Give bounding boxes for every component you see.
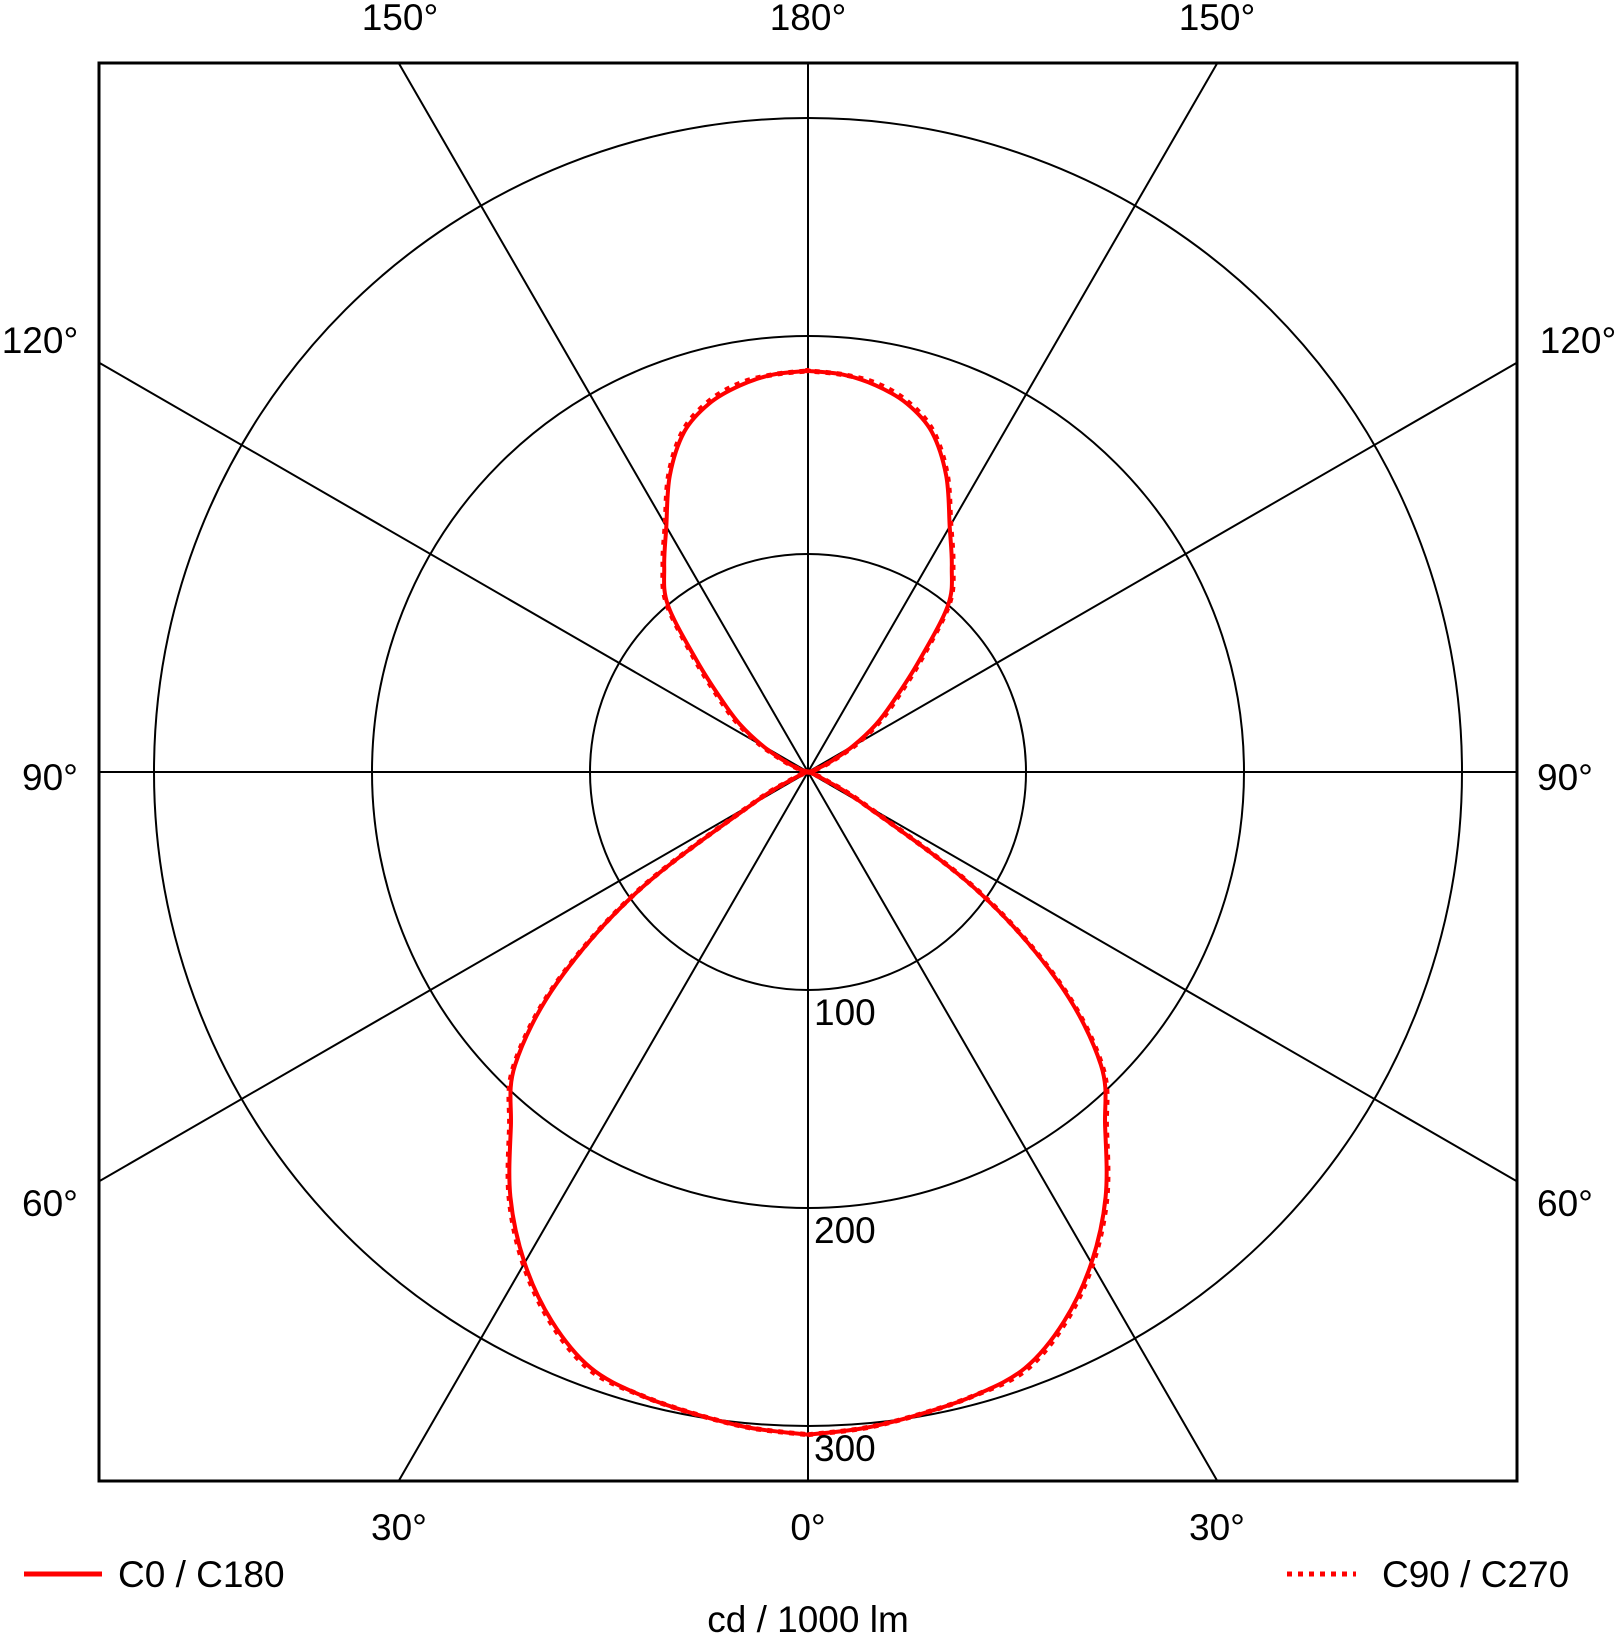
legend-item-c90: C90 / C270 xyxy=(1287,1554,1569,1595)
angle-label: 30° xyxy=(1189,1507,1245,1548)
curves xyxy=(505,367,1111,1438)
plot-frame xyxy=(97,61,1519,1483)
angle-label: 120° xyxy=(2,320,79,361)
legend-label: C90 / C270 xyxy=(1382,1554,1569,1595)
radial-tick-label: 100 xyxy=(814,992,876,1033)
angle-label: 150° xyxy=(362,0,439,38)
radial-tick-label: 300 xyxy=(814,1428,876,1469)
legend-item-c0: C0 / C180 xyxy=(24,1554,285,1595)
angle-label: 120° xyxy=(1540,320,1617,361)
axis-unit-label: cd / 1000 lm xyxy=(707,1599,909,1637)
angle-label: 90° xyxy=(22,757,78,798)
angle-label: 60° xyxy=(22,1183,78,1224)
angle-label: 0° xyxy=(790,1507,825,1548)
series-line-c90-c270 xyxy=(505,367,1111,1438)
angle-label: 180° xyxy=(770,0,847,38)
radial-tick-label: 200 xyxy=(814,1210,876,1251)
angle-label: 150° xyxy=(1179,0,1256,38)
angle-label: 90° xyxy=(1537,757,1593,798)
angle-label: 30° xyxy=(371,1507,427,1548)
angle-label: 60° xyxy=(1537,1183,1593,1224)
legend-label: C0 / C180 xyxy=(118,1554,285,1595)
